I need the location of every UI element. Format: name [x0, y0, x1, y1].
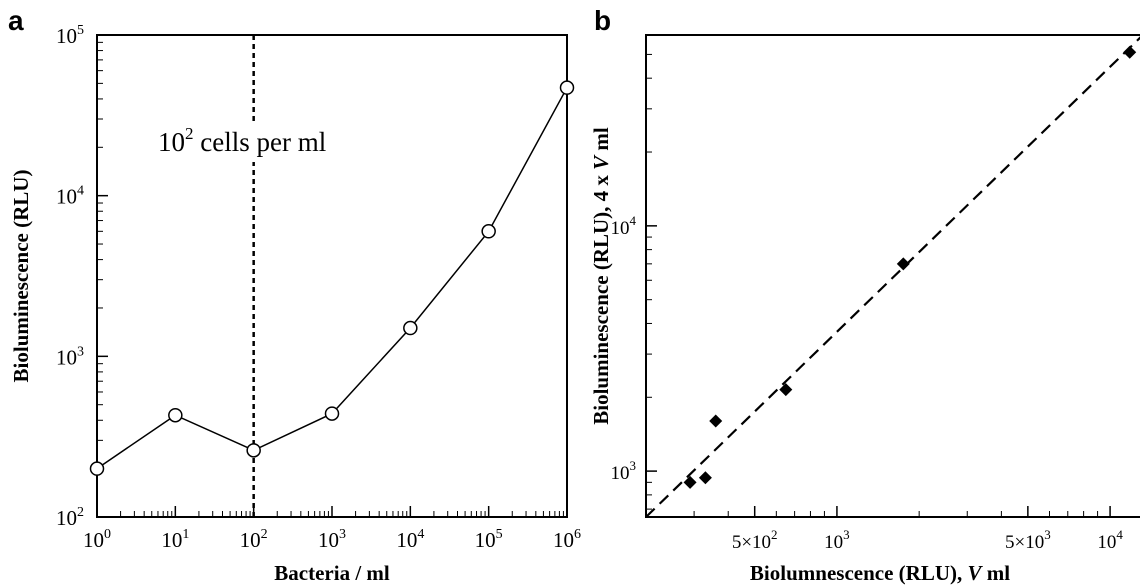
panel-a-x-tick-label: 104 — [396, 527, 424, 552]
tick-exponent: 4 — [630, 213, 637, 228]
tick-exponent: 0 — [104, 527, 111, 542]
annotation-rest: cells per ml — [194, 127, 327, 157]
panel-b-x-tick-label: 104 — [1097, 527, 1123, 553]
panel-a-x-tick-label: 106 — [553, 527, 581, 552]
panel-a-x-tick-label: 105 — [475, 527, 503, 552]
panel-a-markers — [89, 80, 575, 476]
panel-b-x-tick-label: 5×102 — [732, 527, 778, 553]
panel-a-ticks — [96, 34, 568, 518]
data-point-filled-diamond — [698, 471, 712, 485]
panel-a-y-axis-label: Bioluminescence (RLU) — [9, 170, 33, 383]
panel-a-x-tick-label: 102 — [240, 527, 268, 552]
panel-b-plot-frame — [645, 34, 1140, 518]
panel-b-y-label-var: V — [589, 154, 613, 170]
tick-base: 10 — [56, 185, 77, 209]
tick-exponent: 5 — [77, 23, 84, 38]
panel-a-y-tick-label: 103 — [56, 344, 84, 369]
data-point-filled-diamond — [1123, 45, 1137, 59]
tick-exponent: 5 — [496, 527, 503, 542]
panel-b-y-tick-label: 103 — [611, 458, 637, 484]
annotation-cells-per-ml: 102 cells per ml — [158, 124, 326, 157]
tick-base: 10 — [240, 528, 261, 552]
panel-b-y-axis-label: Bioluminescence (RLU), 4 x V ml — [589, 127, 613, 425]
panel-b-y-label-part-3: ml — [589, 127, 613, 156]
panel-a-plot-frame — [96, 34, 568, 518]
tick-base: 10 — [475, 528, 496, 552]
annotation-exp: 2 — [185, 124, 194, 143]
panel-b-x-tick-label: 5×103 — [1005, 527, 1051, 553]
tick-mantissa: 10 — [1097, 532, 1116, 553]
tick-base: 10 — [83, 528, 104, 552]
panel-b-x-label-part-3: ml — [982, 561, 1011, 585]
data-point-filled-diamond — [896, 257, 910, 271]
data-point-filled-diamond — [709, 414, 723, 428]
tick-mantissa: 10 — [824, 532, 843, 553]
panel-b-x-tick-label: 103 — [824, 527, 850, 553]
tick-exponent: 3 — [1044, 527, 1051, 542]
panel-a-x-tick-label: 103 — [318, 527, 346, 552]
panel-b-y-label-part-1: Bioluminescence (RLU), 4 x — [589, 170, 613, 425]
tick-mantissa: 10 — [611, 463, 630, 484]
panel-b-x-label-var: V — [967, 561, 983, 585]
data-point-open-circle — [246, 443, 261, 458]
tick-base: 10 — [396, 528, 417, 552]
tick-mantissa: 10 — [611, 218, 630, 239]
panel-a-x-tick-label: 101 — [161, 527, 189, 552]
tick-exponent: 3 — [843, 527, 850, 542]
data-point-filled-diamond — [683, 475, 697, 489]
panel-b-fit-line — [645, 36, 1140, 518]
tick-exponent: 4 — [77, 184, 84, 199]
data-point-open-circle — [403, 320, 418, 336]
tick-exponent: 2 — [77, 505, 84, 520]
data-point-open-circle — [89, 461, 105, 476]
panel-b-y-tick-label: 104 — [611, 213, 637, 239]
data-point-open-circle — [324, 406, 340, 421]
tick-exponent: 3 — [630, 458, 637, 473]
annotation-background — [155, 122, 355, 162]
annotation-base: 10 — [158, 127, 185, 157]
panel-a-y-tick-label: 102 — [56, 505, 84, 530]
tick-base: 10 — [161, 528, 182, 552]
panel-a-y-tick-label: 105 — [56, 23, 84, 48]
panel-a-y-tick-label: 104 — [56, 184, 84, 209]
tick-base: 10 — [56, 24, 77, 48]
tick-exponent: 4 — [1116, 527, 1123, 542]
panel-b-letter: b — [594, 5, 611, 36]
tick-base: 10 — [318, 528, 339, 552]
panel-a-letter: a — [8, 5, 24, 36]
panel-b-markers — [683, 45, 1137, 489]
data-point-open-circle — [481, 224, 496, 239]
panel-b-ticks — [645, 34, 1111, 517]
tick-exponent: 1 — [182, 527, 189, 542]
panel-a-x-axis-label: Bacteria / ml — [274, 561, 390, 585]
tick-exponent: 2 — [771, 527, 778, 542]
tick-exponent: 6 — [574, 527, 581, 542]
tick-exponent: 3 — [77, 344, 84, 359]
tick-exponent: 2 — [261, 527, 268, 542]
tick-exponent: 3 — [339, 527, 346, 542]
tick-base: 10 — [56, 345, 77, 369]
panel-a-x-tick-label: 100 — [83, 527, 111, 552]
panel-b-x-label-part-1: Biolumnescence (RLU), — [750, 561, 968, 585]
data-point-open-circle — [168, 407, 183, 423]
tick-exponent: 4 — [417, 527, 424, 542]
tick-base: 10 — [56, 506, 77, 530]
data-point-open-circle — [559, 80, 575, 95]
data-point-filled-diamond — [779, 383, 793, 397]
tick-base: 10 — [553, 528, 574, 552]
tick-mantissa: 5×10 — [1005, 532, 1044, 553]
tick-mantissa: 5×10 — [732, 532, 771, 553]
panel-b-x-axis-label: Biolumnescence (RLU), V ml — [750, 561, 1010, 585]
